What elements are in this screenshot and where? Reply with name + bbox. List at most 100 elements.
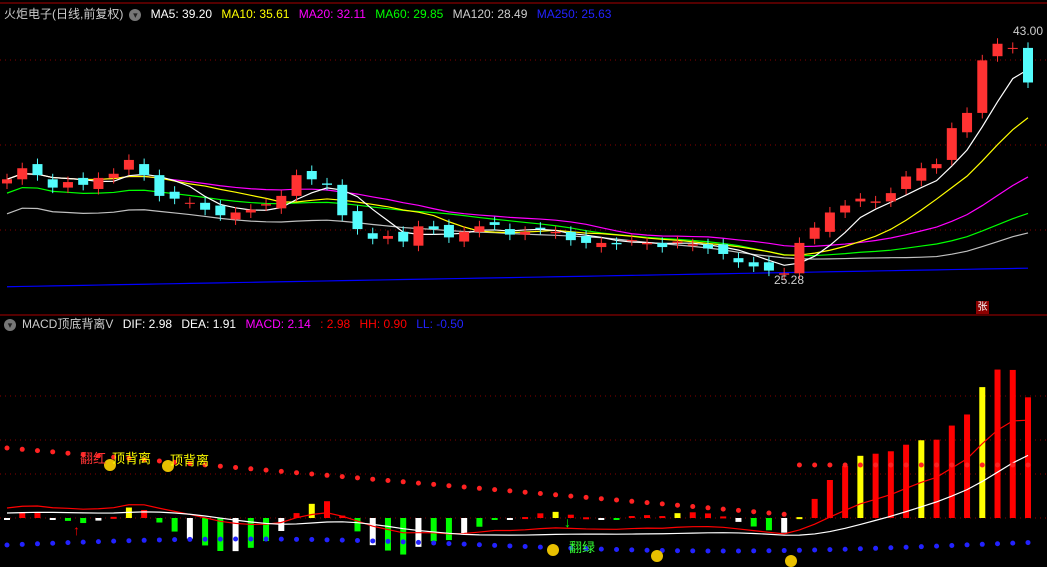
dea-line xyxy=(6,454,1029,536)
smile-face-icon xyxy=(104,459,116,471)
smile-face-icon xyxy=(162,460,174,472)
ll-dot xyxy=(690,548,696,554)
ll-dot xyxy=(156,537,162,543)
candle-body xyxy=(32,164,43,176)
hh-dot xyxy=(446,483,452,489)
hh-dot xyxy=(690,504,696,509)
candle-body xyxy=(916,168,927,181)
macd-bar xyxy=(202,518,209,546)
hh-dot xyxy=(812,462,818,468)
candle-body xyxy=(748,262,759,267)
candle-body xyxy=(443,224,454,238)
hh-dot xyxy=(888,462,894,468)
hh-dot xyxy=(751,509,757,515)
ll-dot xyxy=(675,548,681,554)
candle-body xyxy=(702,244,713,249)
ll-dot xyxy=(141,537,147,543)
main-chart-header: 火炬电子(日线,前复权) ▾ MA5: 39.20 MA10: 35.61 MA2… xyxy=(4,6,617,22)
fanlv-label: 翻绿 xyxy=(569,540,596,555)
candle-body xyxy=(169,191,180,199)
ma120-line xyxy=(6,207,1029,260)
ll-dot xyxy=(95,539,101,545)
ll-dot xyxy=(903,544,909,550)
hh-dot xyxy=(614,497,620,503)
candle-body xyxy=(672,241,683,243)
ll-dot xyxy=(19,541,25,547)
ll-dot xyxy=(1010,540,1016,546)
red-up-arrow-icon: ↑ xyxy=(73,522,80,538)
macd-bar xyxy=(842,465,849,518)
candle-body xyxy=(428,226,439,230)
macd-bar xyxy=(948,425,955,518)
candle-body xyxy=(123,159,134,170)
candle-body xyxy=(200,202,211,210)
hh-dot xyxy=(324,472,330,478)
sub-chart-header: ▾ MACD顶底背离V DIF: 2.98 DEA: 1.91 MACD: 2.1… xyxy=(4,316,470,332)
hh-dot xyxy=(934,462,940,468)
hh-dot xyxy=(598,496,604,502)
chevron-down-icon[interactable]: ▾ xyxy=(129,8,142,21)
ll-dot xyxy=(568,545,574,551)
ll-dot xyxy=(598,546,604,552)
ll-dot xyxy=(735,548,741,554)
ma20-value: MA20: 32.11 xyxy=(298,7,366,21)
hh-dot xyxy=(476,485,482,491)
candle-body xyxy=(657,242,668,248)
ll-dot xyxy=(1025,540,1031,546)
hh-dot xyxy=(4,445,10,451)
candle-body xyxy=(855,198,866,202)
hh-dot xyxy=(1010,462,1016,468)
macd-bar xyxy=(476,518,483,527)
hh-dot xyxy=(766,510,772,516)
macd-bar xyxy=(903,444,910,518)
macd-bar xyxy=(887,451,894,518)
candle-body xyxy=(946,128,957,160)
candle-body xyxy=(291,175,302,196)
macd-bar xyxy=(232,518,239,552)
high-price-label: 43.00 xyxy=(1013,24,1044,38)
candle-body xyxy=(885,193,896,202)
macd-bar xyxy=(141,509,148,518)
macd-bar xyxy=(674,513,681,518)
hh-dot xyxy=(187,461,193,467)
macd-bar xyxy=(613,518,620,520)
macd-bar xyxy=(156,518,163,523)
macd-bar xyxy=(445,518,452,541)
ll-dot xyxy=(248,536,254,542)
macd-bar xyxy=(857,455,864,518)
hh-dot xyxy=(111,454,117,460)
candle-body xyxy=(840,205,851,213)
green-down-arrow-icon: ↓ xyxy=(564,514,571,530)
zhang-badge[interactable]: 张 xyxy=(976,301,989,314)
ll-dot xyxy=(812,547,818,553)
macd-bar xyxy=(537,513,544,518)
extra-value: : 2.98 xyxy=(320,317,351,331)
candle-body xyxy=(763,262,774,271)
hh-dot xyxy=(553,492,559,498)
top-divergence-label: 顶背离 xyxy=(112,451,152,466)
macd-bar xyxy=(369,518,376,546)
chevron-down-icon[interactable]: ▾ xyxy=(4,318,16,331)
ll-dot xyxy=(339,537,345,543)
ll-dot xyxy=(934,543,940,549)
ll-dot xyxy=(614,547,620,553)
ll-dot xyxy=(431,540,437,546)
hh-dot xyxy=(385,478,391,483)
macd-bar xyxy=(704,513,711,518)
macd-bar xyxy=(491,518,498,520)
ma60-value: MA60: 29.85 xyxy=(375,7,444,21)
hh-dot xyxy=(431,481,437,487)
ll-dot xyxy=(537,544,543,550)
macd-bar xyxy=(598,518,605,520)
hh-dot xyxy=(400,479,406,485)
hh-dot xyxy=(720,506,726,512)
candle-body xyxy=(337,184,348,216)
candle-body xyxy=(322,183,333,185)
macd-bar xyxy=(933,439,940,518)
hh-dot xyxy=(873,462,879,468)
ll-dot xyxy=(720,548,726,554)
candle-body xyxy=(47,179,58,188)
hh-dot xyxy=(50,449,56,455)
hh-dot xyxy=(796,462,802,468)
